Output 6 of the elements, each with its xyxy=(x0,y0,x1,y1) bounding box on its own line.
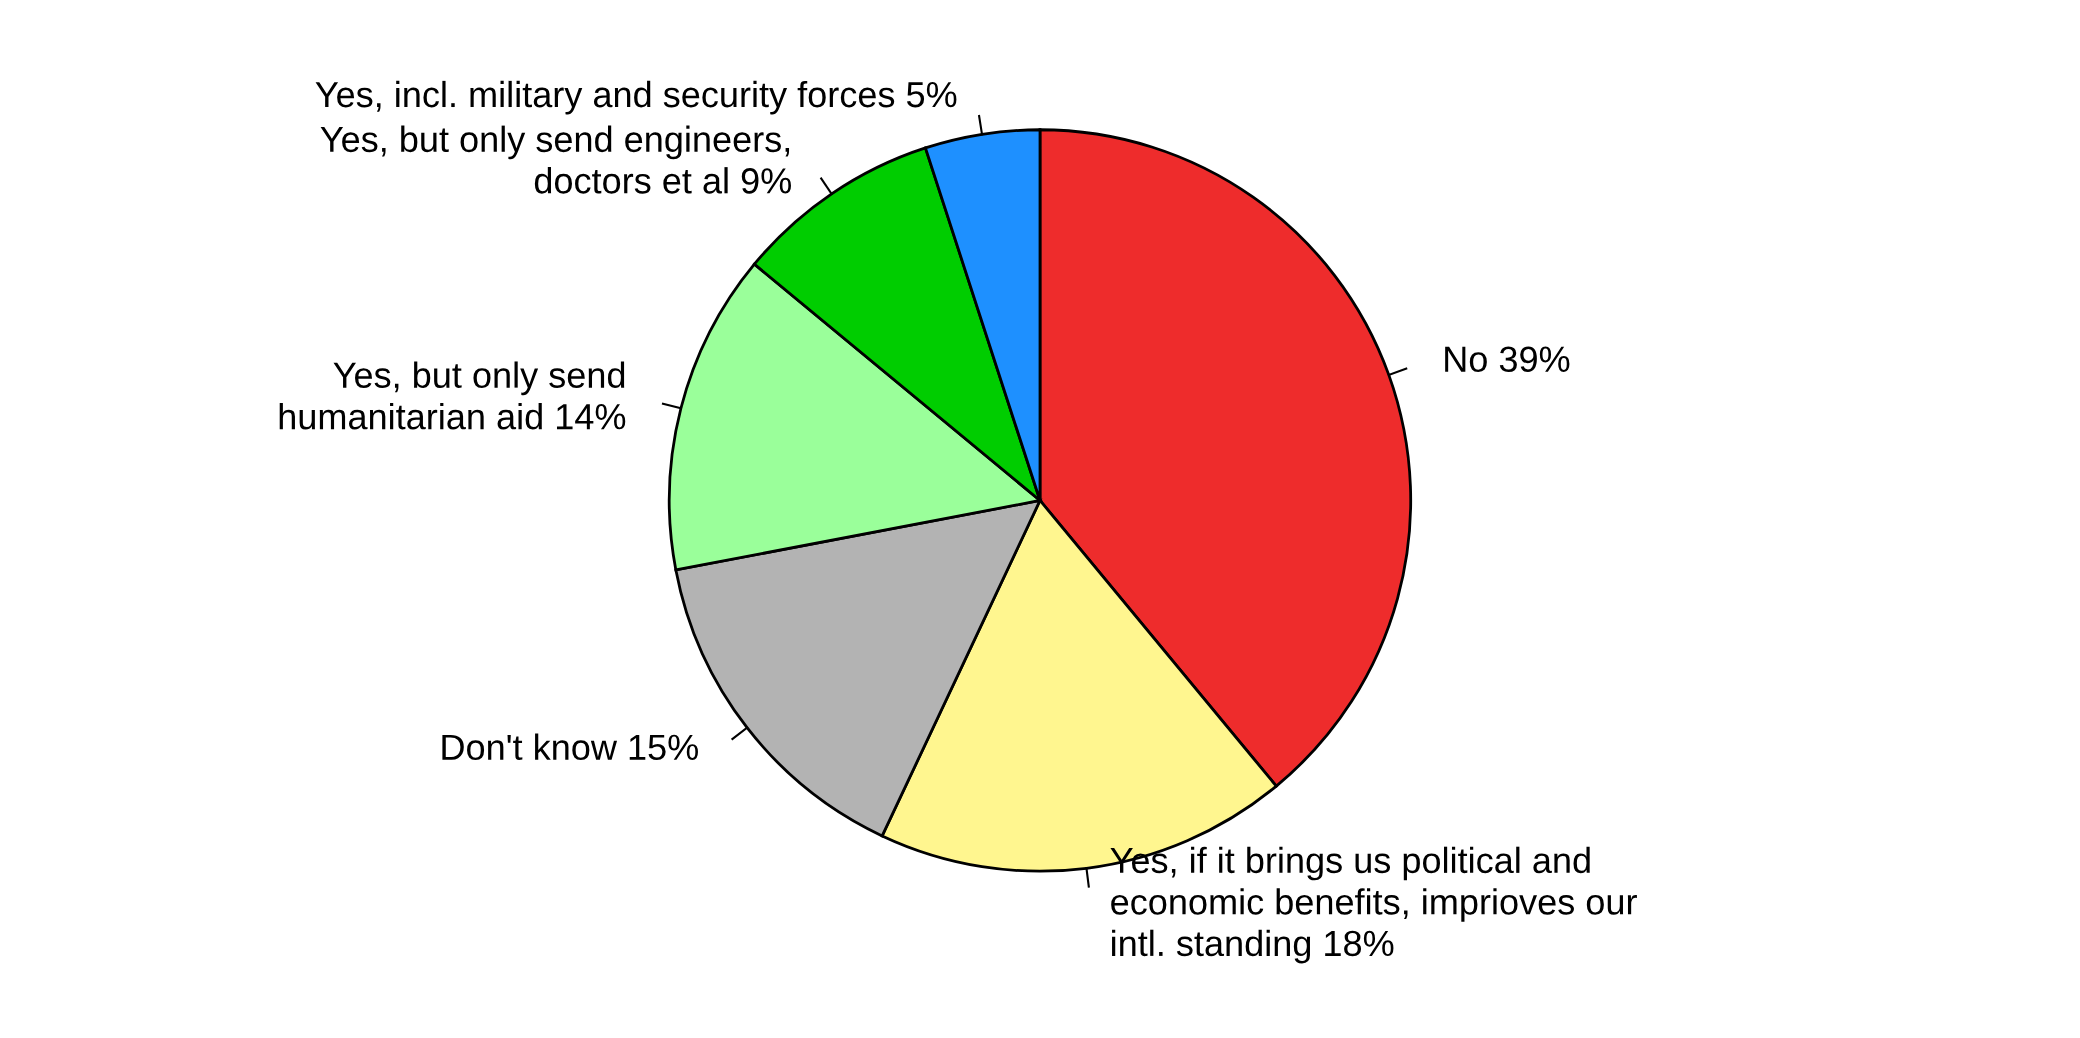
slice-label: Yes, but only send humanitarian aid 14% xyxy=(279,361,626,430)
slice-label: Yes, if it brings us political and economic benefits, imprioves our intl. standing 18% xyxy=(1110,846,1637,964)
slice-label: No 39% xyxy=(1445,346,1570,373)
slice-label: Don't know 15% xyxy=(442,733,698,761)
slice-label: Yes, incl. military and security forces 5% xyxy=(315,80,957,115)
slice-label: Yes, but only send engineers, doctors et al 9% xyxy=(320,125,791,194)
